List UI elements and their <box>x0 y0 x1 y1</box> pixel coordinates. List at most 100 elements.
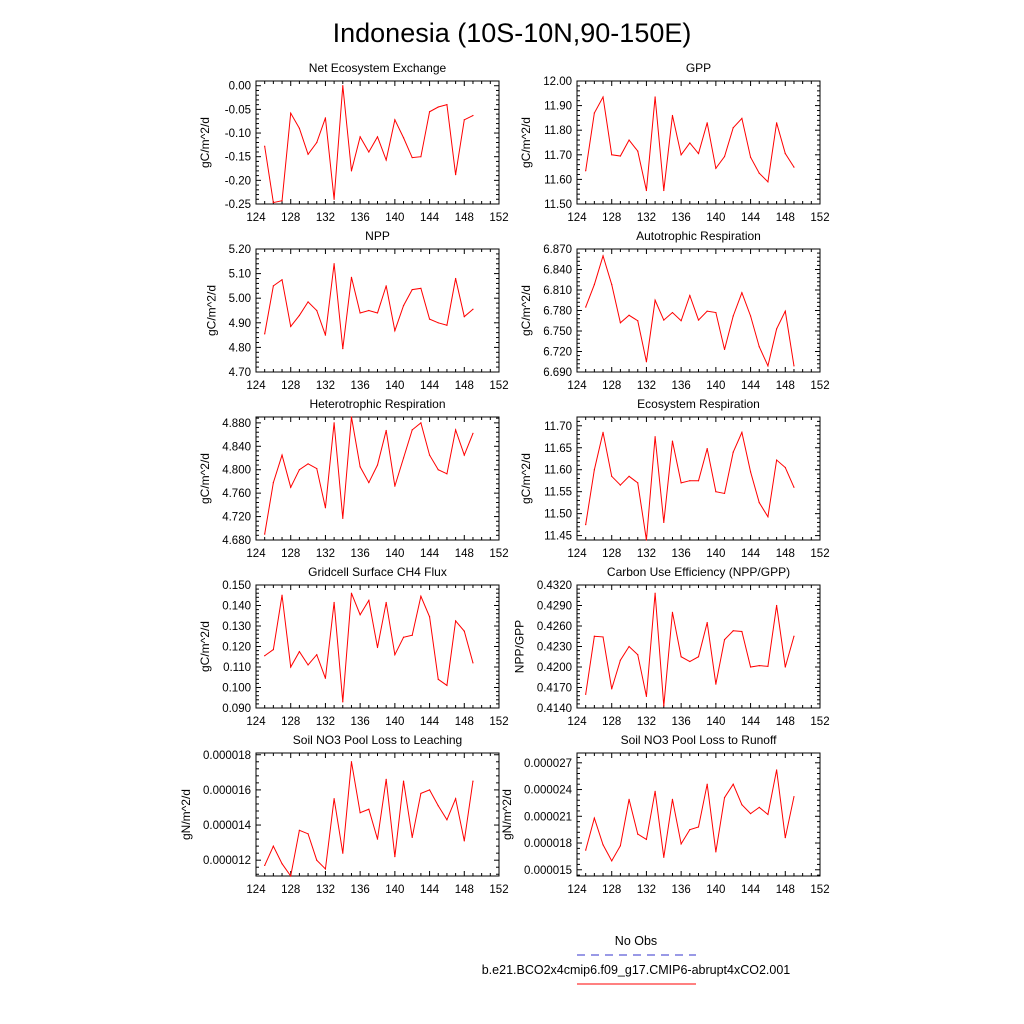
data-point <box>663 189 665 192</box>
data-point <box>689 829 691 831</box>
y-tick-label: 6.720 <box>543 347 572 359</box>
y-axis-label: gC/m^2/d <box>204 285 218 336</box>
x-tick-label: 152 <box>489 212 508 224</box>
plot-frame <box>576 584 821 709</box>
x-tick-label: 152 <box>489 380 508 392</box>
data-point <box>324 334 327 336</box>
x-tick-label: 148 <box>776 548 795 560</box>
data-point <box>359 614 361 616</box>
data-point <box>307 301 309 303</box>
data-point <box>619 322 621 324</box>
panel-title: NPP <box>365 229 390 243</box>
y-tick-label: 11.90 <box>544 101 572 113</box>
y-axis-label: gC/m^2/d <box>198 117 212 168</box>
data-point <box>593 469 595 471</box>
chart-panel: Net Ecosystem Exchange 124 128 132 136 140 144… <box>198 61 509 224</box>
x-tick-label: 136 <box>351 380 370 392</box>
data-point <box>455 174 457 176</box>
y-tick-label: 0.4170 <box>537 683 572 695</box>
x-tick-label: 152 <box>489 884 508 896</box>
y-tick-label: 4.880 <box>222 418 251 430</box>
data-point <box>680 482 682 484</box>
y-axis-label: gN/m^2/d <box>500 789 514 840</box>
chart-panel: Autotrophic Respiration 124 128 132 136 140 14… <box>519 229 830 392</box>
series-line <box>585 769 795 862</box>
x-tick-label: 124 <box>567 548 587 560</box>
data-point <box>749 666 752 668</box>
x-tick-label: 136 <box>672 884 691 896</box>
data-point <box>663 319 665 321</box>
data-point <box>776 604 778 607</box>
panel-title: Soil NO3 Pool Loss to Leaching <box>293 733 462 747</box>
data-point <box>307 463 309 465</box>
y-tick-label: 6.840 <box>543 265 572 277</box>
legend-obs-label: No Obs <box>615 934 657 948</box>
data-point <box>376 136 379 138</box>
data-point <box>264 864 266 867</box>
data-point <box>333 422 335 424</box>
data-point <box>272 285 274 287</box>
data-point <box>428 111 431 113</box>
data-point <box>350 170 353 172</box>
data-point <box>628 314 630 316</box>
data-point <box>611 283 613 286</box>
data-point <box>715 311 717 314</box>
data-point <box>455 620 457 622</box>
data-point <box>715 683 717 685</box>
y-axis-label: NPP/GPP <box>513 620 527 673</box>
plot-frame <box>255 416 500 541</box>
data-point <box>307 664 309 666</box>
y-tick-label: 0.120 <box>222 642 251 654</box>
data-point <box>593 635 595 637</box>
x-tick-label: 128 <box>602 212 621 224</box>
y-tick-label: -0.10 <box>225 128 251 140</box>
data-point <box>697 826 700 828</box>
data-point <box>784 666 786 668</box>
x-tick-label: 128 <box>602 548 621 560</box>
y-tick-label: 0.4140 <box>537 703 572 715</box>
data-point <box>628 475 630 477</box>
x-tick-label: 148 <box>455 716 474 728</box>
x-tick-label: 124 <box>246 380 266 392</box>
data-point <box>741 630 743 633</box>
data-point <box>316 141 318 144</box>
data-point <box>602 636 604 638</box>
y-tick-label: 0.150 <box>222 580 251 592</box>
data-point <box>784 466 786 469</box>
chart-panel: Soil NO3 Pool Loss to Runoff 124 128 132 136… <box>500 733 830 896</box>
y-tick-label: 11.45 <box>544 531 572 543</box>
legend: No Obs b.e21.BCO2x4cmip6.f09_g17.CMIP6-a… <box>482 934 790 985</box>
data-point <box>359 466 361 468</box>
data-point <box>472 780 474 782</box>
x-tick-label: 140 <box>385 212 404 224</box>
data-point <box>446 684 448 687</box>
data-point <box>619 845 621 847</box>
y-tick-label: 6.690 <box>543 367 572 379</box>
data-point <box>680 656 682 658</box>
data-point <box>749 471 752 473</box>
x-tick-label: 152 <box>810 716 829 728</box>
data-point <box>428 616 431 618</box>
data-point <box>619 659 621 661</box>
data-point <box>680 320 682 322</box>
data-point <box>706 783 708 785</box>
x-tick-label: 152 <box>810 548 829 560</box>
data-point <box>793 635 795 637</box>
x-tick-label: 124 <box>246 716 266 728</box>
data-point <box>420 287 422 289</box>
data-point <box>767 365 769 367</box>
x-tick-label: 132 <box>316 716 335 728</box>
data-point <box>411 157 413 159</box>
data-point <box>385 601 387 604</box>
x-tick-label: 124 <box>246 884 266 896</box>
y-tick-label: 6.750 <box>543 326 572 338</box>
data-point <box>741 431 743 433</box>
x-tick-label: 124 <box>246 548 266 560</box>
data-point <box>342 701 344 703</box>
data-point <box>272 845 274 847</box>
x-tick-label: 140 <box>706 548 725 560</box>
panel-title: Heterotrophic Respiration <box>309 397 445 411</box>
x-tick-label: 140 <box>706 380 725 392</box>
y-tick-label: 11.50 <box>544 509 572 521</box>
data-point <box>402 636 405 638</box>
